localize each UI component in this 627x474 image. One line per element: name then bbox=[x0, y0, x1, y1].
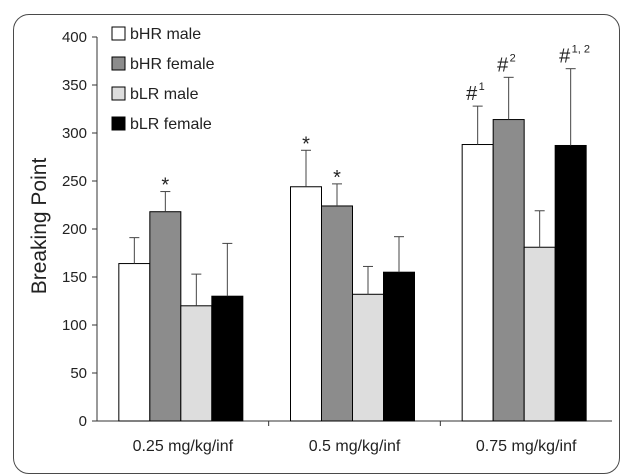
legend-swatch bbox=[111, 86, 126, 101]
bar bbox=[554, 144, 587, 422]
legend-label: bLR male bbox=[130, 86, 199, 103]
significance-mark: # bbox=[466, 83, 478, 105]
bar bbox=[523, 246, 556, 422]
bar bbox=[383, 271, 415, 422]
significance-mark: * bbox=[333, 167, 341, 189]
bar bbox=[180, 305, 213, 422]
x-category-label: 0.75 mg/kg/inf bbox=[476, 438, 577, 455]
y-tick-label: 50 bbox=[70, 365, 87, 382]
x-category-label: 0.25 mg/kg/inf bbox=[133, 438, 234, 455]
legend-label: bHR female bbox=[130, 56, 215, 73]
legend-swatch bbox=[111, 26, 126, 41]
bar bbox=[492, 119, 525, 422]
y-tick-label: 250 bbox=[62, 173, 87, 190]
bar-chart: Breaking Point 0 50 100 150 200 250 300 350 400 0… bbox=[28, 26, 612, 455]
bar bbox=[461, 144, 494, 422]
y-axis-label: Breaking Point bbox=[28, 158, 51, 295]
significance-mark: # bbox=[559, 46, 571, 68]
bar bbox=[352, 293, 384, 422]
y-tick-label: 100 bbox=[62, 317, 87, 334]
significance-superscript: 2 bbox=[510, 52, 516, 64]
x-category-label: 0.5 mg/kg/inf bbox=[309, 438, 401, 455]
y-tick-label: 200 bbox=[62, 221, 87, 238]
bar bbox=[149, 211, 182, 422]
y-tick-label: 0 bbox=[79, 413, 87, 430]
bar bbox=[118, 263, 151, 422]
legend-swatch bbox=[111, 116, 126, 131]
significance-mark: * bbox=[302, 133, 310, 155]
legend-label: bHR male bbox=[130, 26, 201, 43]
y-tick-label: 400 bbox=[62, 29, 87, 46]
significance-mark: # bbox=[497, 54, 509, 76]
y-tick-label: 300 bbox=[62, 125, 87, 142]
legend-label: bLR female bbox=[130, 116, 212, 133]
significance-superscript: 1, 2 bbox=[572, 44, 590, 56]
legend-swatch bbox=[111, 56, 126, 71]
y-tick-label: 350 bbox=[62, 77, 87, 94]
y-tick-label: 150 bbox=[62, 269, 87, 286]
significance-mark: * bbox=[161, 175, 169, 197]
significance-superscript: 1 bbox=[479, 81, 485, 93]
bar bbox=[211, 295, 244, 422]
bar bbox=[321, 205, 353, 422]
bar bbox=[290, 186, 322, 422]
